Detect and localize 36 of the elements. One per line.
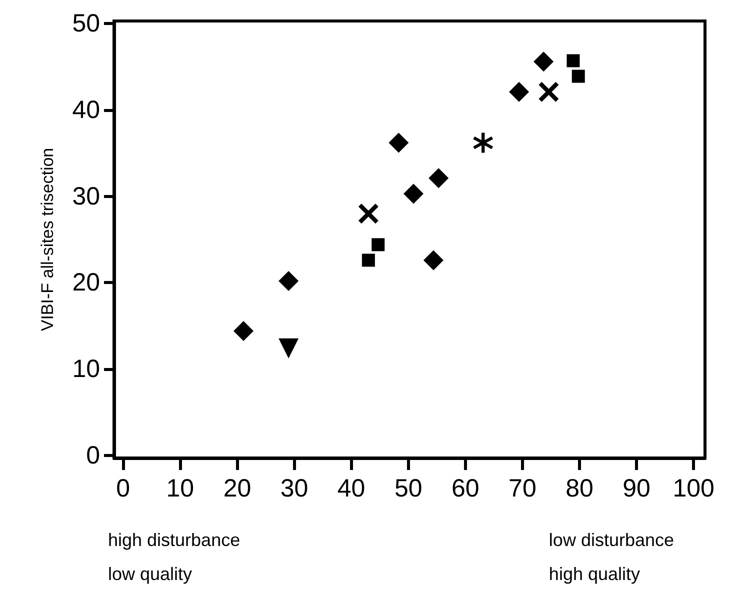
text: high disturbance low quality xyxy=(108,530,240,584)
point xyxy=(362,254,375,267)
y-axis-title: VIBI-F all-sites trisection xyxy=(38,148,57,332)
point xyxy=(534,52,554,72)
x-tick-label: 10 xyxy=(166,474,194,502)
x-tick-label: 60 xyxy=(452,474,480,502)
x-tick-label: 80 xyxy=(566,474,594,502)
y-tick-label: 30 xyxy=(72,182,100,210)
x-tick-label: 40 xyxy=(337,474,366,502)
point xyxy=(572,70,585,83)
point xyxy=(388,132,409,153)
point xyxy=(278,338,299,358)
x-tick-label: 30 xyxy=(280,474,308,502)
x-tick-label: 100 xyxy=(672,474,714,502)
text: low disturbance high quality xyxy=(548,530,674,584)
point xyxy=(509,82,530,102)
x-tick-label: 50 xyxy=(394,474,422,502)
point xyxy=(538,82,559,102)
x-tick-label: 0 xyxy=(116,474,130,502)
y-tick-label: 0 xyxy=(86,441,100,470)
point xyxy=(428,168,449,188)
point xyxy=(403,184,424,204)
y-tick-label: 10 xyxy=(72,355,100,384)
x-tick-label: 70 xyxy=(508,474,536,502)
point xyxy=(278,270,299,291)
x-tick-label: 20 xyxy=(223,474,252,502)
point xyxy=(423,250,444,270)
y-tick-label: 40 xyxy=(72,96,100,124)
point xyxy=(566,54,580,68)
point xyxy=(473,132,494,153)
x-tick-label: 90 xyxy=(622,474,650,502)
y-tick-label: 50 xyxy=(72,10,100,38)
point xyxy=(372,238,385,252)
point xyxy=(233,321,254,342)
point xyxy=(358,204,378,224)
y-tick-label: 20 xyxy=(72,268,100,297)
